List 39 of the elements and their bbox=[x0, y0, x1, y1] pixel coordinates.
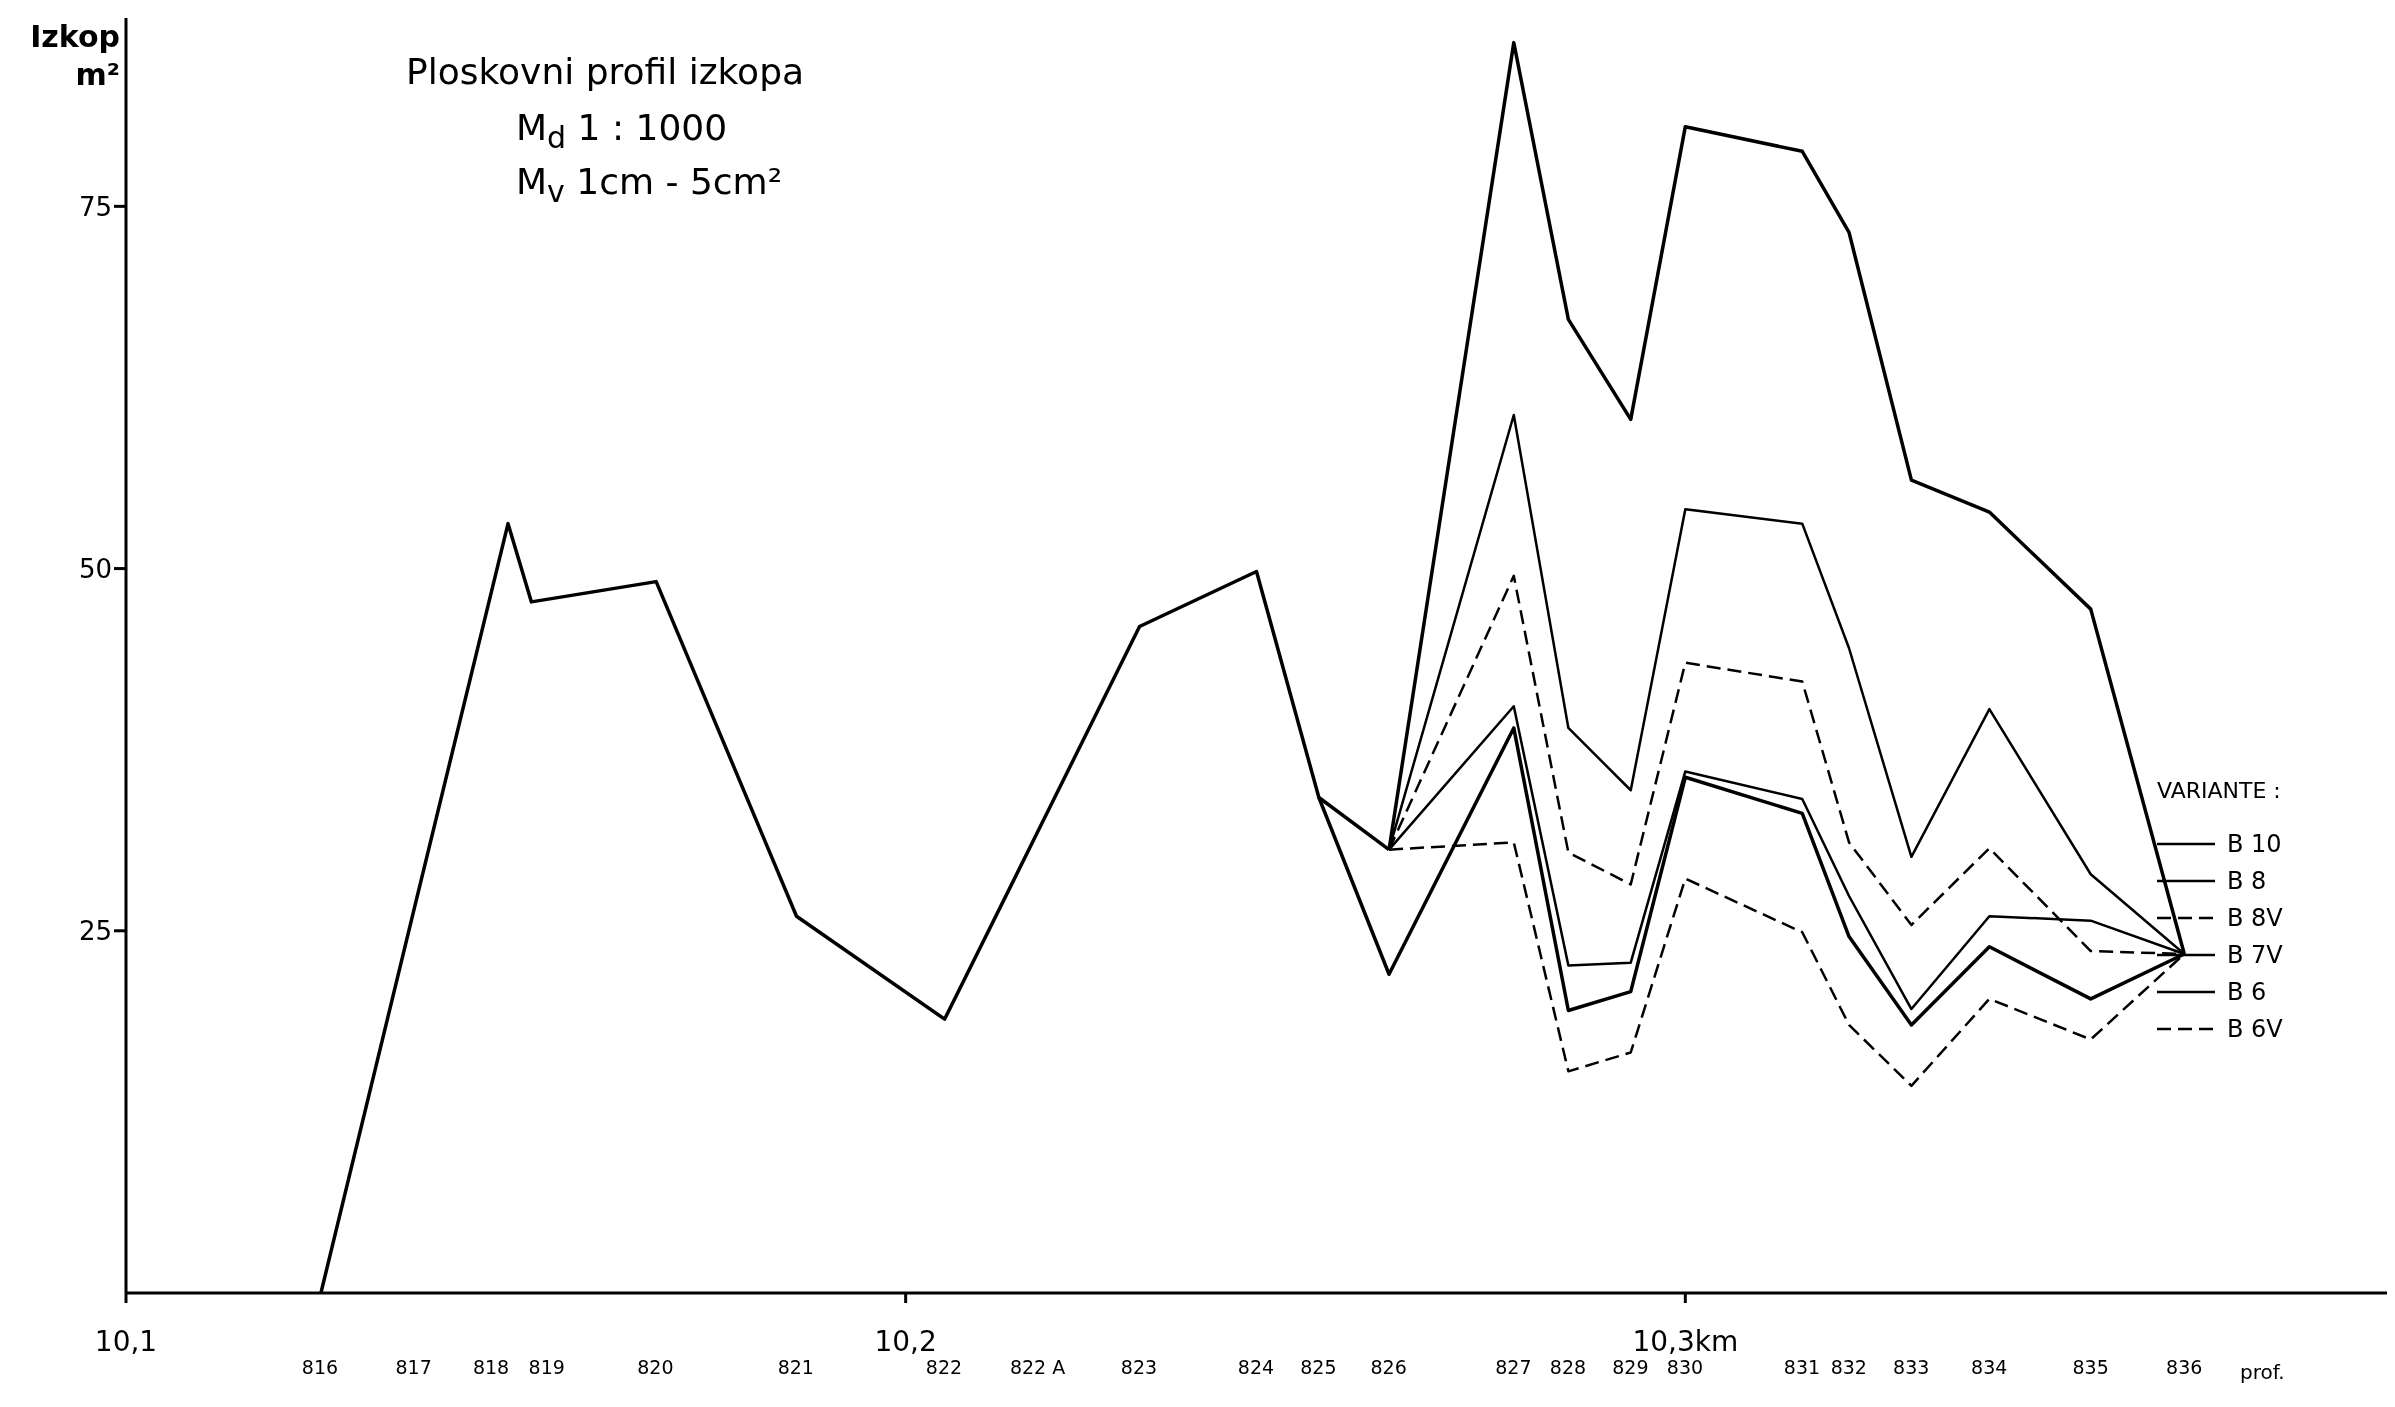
text: M$_{d}$ 1 : 1000 M$_{v}$ 1cm - 5cm² bbox=[516, 106, 784, 212]
text: 828 bbox=[1549, 1356, 1587, 1378]
text: 820 bbox=[637, 1356, 674, 1378]
text: 832 bbox=[1830, 1356, 1867, 1378]
legend-label: B 10 bbox=[2227, 829, 2282, 858]
y-tick-label: 75 bbox=[78, 191, 112, 222]
legend-label: B 7V bbox=[2227, 940, 2283, 969]
text: 817 bbox=[395, 1356, 432, 1378]
y-tick-label: 25 bbox=[78, 916, 112, 947]
x-tick-label: 10,1 bbox=[94, 1324, 158, 1358]
text: 826 bbox=[1370, 1356, 1407, 1378]
text: 836 bbox=[2166, 1356, 2203, 1378]
legend-label: B 8 bbox=[2227, 866, 2267, 895]
y-axis-title: Izkop m² bbox=[29, 18, 120, 94]
x-tick-label: 10,2 bbox=[874, 1324, 937, 1358]
text: 835 bbox=[2072, 1356, 2109, 1378]
text: 824 bbox=[1237, 1356, 1275, 1378]
legend-label: B 8V bbox=[2227, 903, 2283, 932]
text: 830 bbox=[1666, 1356, 1704, 1378]
text: 833 bbox=[1893, 1356, 1930, 1378]
text: 834 bbox=[1971, 1356, 2008, 1378]
legend-label: B 6 bbox=[2227, 977, 2267, 1006]
text: 822 A bbox=[1009, 1356, 1066, 1378]
legend-title: VARIANTE : bbox=[2157, 778, 2282, 803]
text: 831 bbox=[1783, 1356, 1821, 1378]
y-tick-label: 50 bbox=[78, 553, 112, 584]
x-tick-label: 10,3km bbox=[1632, 1324, 1739, 1358]
text: 819 bbox=[528, 1356, 565, 1378]
text: 827 bbox=[1495, 1356, 1532, 1378]
text: 823 bbox=[1120, 1356, 1158, 1378]
text: 829 bbox=[1612, 1356, 1649, 1378]
text: Ploskovni profil izkopa bbox=[406, 50, 805, 94]
text: 821 bbox=[777, 1356, 814, 1378]
text: 822 bbox=[925, 1356, 963, 1378]
text: 818 bbox=[472, 1356, 510, 1378]
legend-label: B 6V bbox=[2227, 1014, 2283, 1043]
x-axis-title: prof. bbox=[2240, 1360, 2285, 1384]
text: 825 bbox=[1300, 1356, 1337, 1378]
text: 816 bbox=[301, 1356, 339, 1378]
